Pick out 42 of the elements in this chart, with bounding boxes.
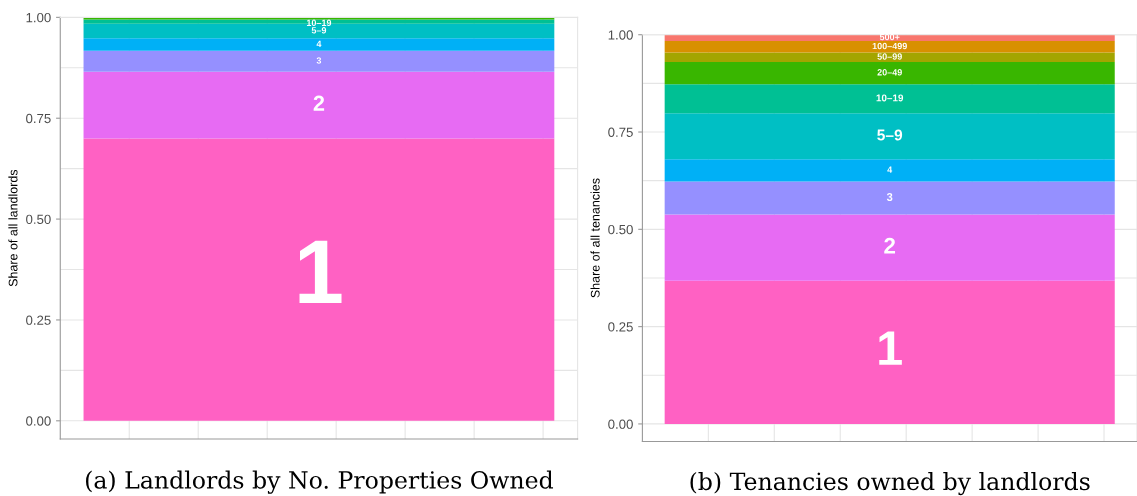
bar <box>664 40 1115 53</box>
y-tick-label: 0.00 <box>26 416 51 426</box>
y-tick-label: 0.75 <box>608 127 633 137</box>
series-label: 500+ <box>879 33 900 41</box>
y-tick-label: 0.75 <box>26 113 51 124</box>
series-label: 20–49 <box>877 69 902 76</box>
series-label: 3 <box>316 57 322 64</box>
series-label: 3 <box>886 193 893 202</box>
series-label: 4 <box>887 166 893 173</box>
bar <box>664 113 1115 160</box>
y-axis-title: Share of all landlords <box>8 169 18 287</box>
bar <box>664 159 1115 182</box>
text: (a) Landlords by No. Properties Owned <box>86 470 554 494</box>
bar <box>83 50 555 72</box>
y-tick-label: 0.50 <box>608 224 633 235</box>
series-label: 5–9 <box>311 27 327 34</box>
y-tick-label: 1.00 <box>26 12 51 23</box>
bar <box>664 61 1115 85</box>
bar <box>664 34 1115 41</box>
y-tick-label: 0.50 <box>26 214 51 224</box>
bar <box>664 181 1115 215</box>
series-label: 100–499 <box>872 42 907 50</box>
series-label: 4 <box>316 40 322 47</box>
bar <box>83 38 555 51</box>
bar <box>664 214 1115 281</box>
y-axis-title: Share of all tenancies <box>590 178 600 298</box>
series-label: 5–9 <box>877 129 903 141</box>
series-label: 10–19 <box>306 19 332 27</box>
y-tick-label: 0.25 <box>608 322 633 332</box>
series-label: 2 <box>884 237 896 254</box>
series-label: 10–19 <box>876 94 904 102</box>
y-tick-label: 0.00 <box>608 419 633 429</box>
y-tick-label: 1.00 <box>608 30 633 40</box>
series-label: 50–99 <box>877 53 902 60</box>
series-label: 1 <box>299 240 342 303</box>
y-tick-label: 0.25 <box>26 315 51 325</box>
bar <box>664 84 1115 114</box>
bar <box>664 52 1115 62</box>
text: (b) Tenancies owned by landlords <box>690 471 1090 496</box>
series-label: 1 <box>879 331 902 365</box>
series-label: 2 <box>313 95 325 111</box>
bar <box>83 71 555 139</box>
